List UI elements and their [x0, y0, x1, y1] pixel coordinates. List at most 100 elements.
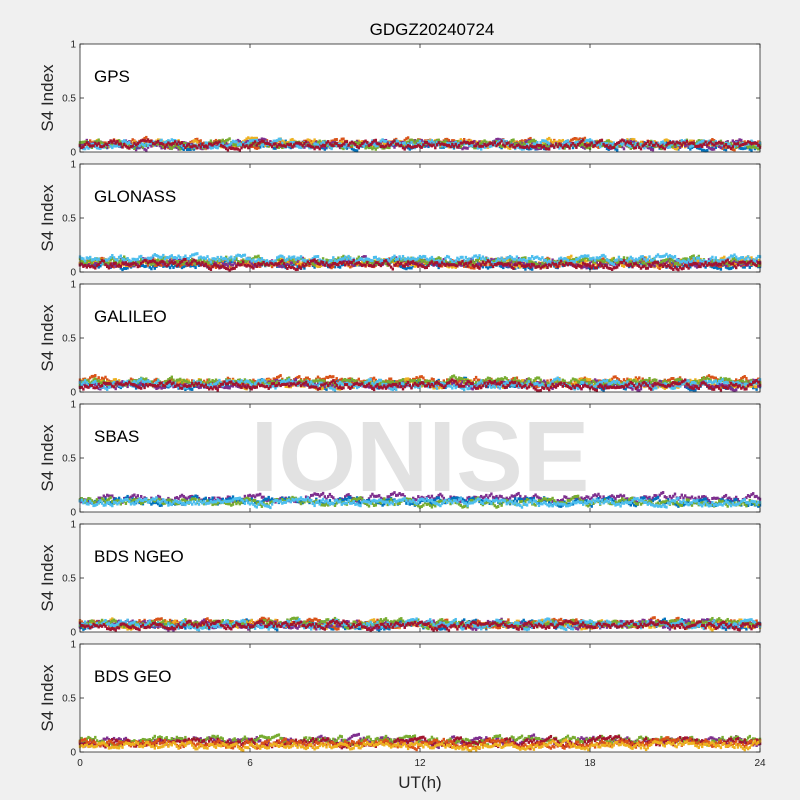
data-point: [704, 149, 707, 153]
data-point: [592, 260, 595, 264]
data-point: [524, 140, 527, 144]
data-point: [201, 142, 204, 146]
data-point: [364, 144, 367, 148]
data-point: [172, 145, 175, 149]
data-point: [626, 143, 629, 147]
data-point: [83, 261, 87, 265]
data-point: [299, 142, 303, 146]
data-point: [729, 266, 733, 270]
data-point: [102, 262, 105, 266]
data-point: [257, 138, 260, 142]
data-point: [243, 143, 247, 147]
data-point: [109, 258, 112, 262]
data-point: [631, 137, 634, 141]
data-point: [279, 143, 282, 147]
data-point: [685, 257, 689, 261]
data-point: [189, 140, 192, 144]
data-point: [260, 137, 264, 141]
data-point: [340, 140, 343, 144]
data-point: [689, 147, 692, 151]
data-point: [690, 146, 694, 150]
data-point: [388, 144, 391, 148]
data-point: [168, 258, 172, 262]
data-point: [672, 140, 675, 144]
data-point: [316, 259, 320, 263]
data-point: [286, 257, 289, 261]
data-point: [736, 142, 740, 146]
data-point: [303, 258, 306, 262]
data-point: [723, 147, 726, 151]
data-point: [556, 145, 559, 149]
data-point: [714, 141, 717, 145]
data-point: [531, 260, 534, 264]
data-point: [325, 143, 328, 147]
data-point: [364, 255, 367, 259]
data-point: [174, 263, 177, 267]
data-point: [202, 256, 206, 260]
data-point: [755, 141, 758, 145]
data-point: [225, 139, 228, 143]
data-point: [158, 144, 162, 148]
data-point: [629, 139, 632, 143]
data-point: [202, 141, 206, 145]
data-point: [667, 146, 670, 150]
data-point: [97, 260, 100, 264]
data-point: [466, 146, 469, 150]
data-point: [412, 143, 415, 147]
data-point: [726, 140, 729, 144]
plot-area: [80, 44, 760, 152]
data-point: [124, 141, 128, 145]
data-point: [233, 140, 236, 144]
data-point: [444, 259, 447, 263]
data-point: [289, 146, 292, 150]
data-point: [372, 139, 376, 143]
data-point: [546, 257, 549, 261]
data-point: [627, 144, 631, 148]
data-point: [736, 143, 740, 147]
data-point: [355, 141, 359, 145]
data-point: [617, 260, 621, 264]
data-point: [253, 146, 257, 150]
data-point: [653, 264, 656, 268]
data-point: [583, 259, 587, 263]
data-point: [672, 146, 675, 150]
data-point: [204, 144, 207, 148]
data-point: [588, 143, 592, 147]
data-point: [252, 138, 255, 142]
data-point: [403, 138, 406, 142]
data-point: [199, 145, 202, 149]
data-point: [247, 136, 250, 140]
data-point: [651, 148, 655, 152]
data-point: [240, 146, 243, 150]
data-point: [97, 257, 100, 261]
data-point: [565, 259, 568, 263]
data-point: [728, 143, 731, 147]
data-point: [355, 149, 359, 153]
data-point: [230, 255, 233, 259]
data-point: [185, 144, 189, 148]
data-point: [663, 258, 666, 262]
data-point: [449, 142, 452, 146]
data-point: [194, 252, 197, 256]
data-point: [131, 257, 134, 261]
data-point: [707, 139, 711, 143]
data-point: [457, 141, 461, 145]
data-point: [678, 262, 682, 266]
data-point: [655, 263, 658, 267]
data-point: [514, 142, 517, 146]
data-point: [140, 257, 143, 261]
data-point: [728, 263, 731, 267]
data-point: [599, 264, 602, 268]
data-point: [689, 256, 692, 260]
data-point: [196, 140, 199, 144]
data-point: [131, 138, 134, 142]
data-point: [485, 265, 488, 269]
data-point: [403, 266, 406, 270]
data-point: [332, 140, 335, 144]
data-point: [311, 140, 315, 144]
data-point: [253, 142, 257, 146]
data-point: [221, 262, 224, 266]
data-point: [248, 139, 252, 143]
data-point: [128, 140, 131, 144]
data-point: [242, 258, 245, 262]
